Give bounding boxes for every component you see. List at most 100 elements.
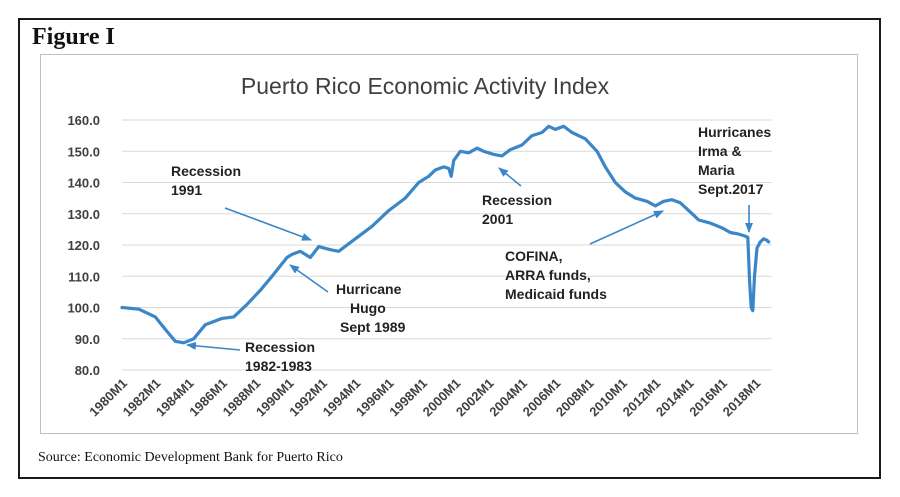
x-tick-label: 2018M1 bbox=[720, 376, 764, 420]
data-point bbox=[309, 256, 312, 259]
data-point bbox=[285, 256, 289, 259]
data-point bbox=[192, 337, 195, 340]
chart-title: Puerto Rico Economic Activity Index bbox=[241, 73, 610, 99]
data-point bbox=[450, 175, 453, 178]
data-point bbox=[220, 317, 224, 320]
y-tick-label: 100.0 bbox=[67, 301, 100, 316]
annotation: COFINA, ARRA funds, Medicaid funds bbox=[505, 248, 607, 302]
data-point bbox=[634, 196, 637, 200]
annotation-arrows bbox=[186, 167, 753, 351]
data-point bbox=[500, 154, 504, 158]
y-tick-label: 140.0 bbox=[67, 176, 100, 191]
annotation: Recession 2001 bbox=[482, 192, 552, 227]
data-point bbox=[687, 209, 690, 212]
data-point bbox=[584, 137, 587, 140]
annotation-arrow bbox=[589, 210, 664, 245]
data-point bbox=[604, 165, 607, 169]
data-point bbox=[767, 240, 770, 244]
data-point bbox=[762, 237, 765, 240]
data-point bbox=[270, 275, 274, 278]
annotation-text: Medicaid funds bbox=[505, 286, 607, 302]
data-point bbox=[554, 128, 557, 131]
data-point bbox=[755, 246, 759, 250]
annotation-text: Recession bbox=[171, 163, 241, 179]
data-point bbox=[447, 167, 450, 170]
data-point bbox=[164, 328, 167, 331]
annotation: Hurricanes Irma & Maria Sept.2017 bbox=[698, 124, 771, 197]
annotation-text: Hugo bbox=[350, 300, 386, 316]
annotation-text: Hurricanes bbox=[698, 124, 771, 140]
data-point bbox=[624, 190, 627, 194]
data-point bbox=[742, 234, 745, 237]
gridlines bbox=[122, 119, 772, 371]
data-point bbox=[290, 253, 294, 256]
data-point bbox=[670, 198, 674, 201]
data-point bbox=[748, 278, 751, 281]
figure-label: Figure I bbox=[32, 24, 115, 50]
data-point bbox=[562, 125, 565, 128]
data-point bbox=[737, 232, 740, 236]
data-point bbox=[614, 181, 617, 184]
annotation-arrow bbox=[498, 167, 522, 187]
y-tick-label: 120.0 bbox=[67, 238, 100, 253]
annotation: Recession 1982-1983 bbox=[245, 339, 315, 374]
data-point bbox=[387, 209, 390, 212]
annotation-text: Irma & bbox=[698, 143, 742, 159]
data-point bbox=[547, 125, 550, 128]
annotation-text: 2001 bbox=[482, 211, 513, 227]
data-point bbox=[354, 237, 357, 240]
data-point bbox=[765, 239, 769, 242]
data-point bbox=[370, 225, 374, 228]
annotation-text: Sept 1989 bbox=[340, 319, 406, 335]
data-point bbox=[204, 323, 207, 326]
data-point bbox=[482, 150, 485, 153]
y-tick-label: 90.0 bbox=[75, 332, 100, 347]
data-point bbox=[751, 309, 754, 312]
data-point bbox=[427, 175, 430, 178]
annotation-text: Hurricane bbox=[336, 281, 402, 297]
data-point bbox=[417, 181, 420, 184]
data-point bbox=[679, 201, 682, 204]
data-point bbox=[317, 245, 320, 248]
data-point bbox=[120, 306, 124, 309]
annotations: Recession 1991 Hurricane Hugo Sept 1989 Reces… bbox=[171, 124, 771, 374]
annotation-text: Sept.2017 bbox=[698, 181, 764, 197]
data-point bbox=[492, 153, 495, 156]
data-point bbox=[746, 236, 749, 239]
annotation-arrow bbox=[289, 264, 329, 293]
data-point bbox=[442, 165, 445, 169]
data-point bbox=[509, 148, 512, 151]
data-point bbox=[280, 262, 284, 265]
data-point bbox=[337, 250, 340, 253]
data-point bbox=[595, 150, 599, 153]
data-point bbox=[329, 248, 332, 251]
x-axis-ticks: 1980M11982M11984M11986M11988M11990M11992… bbox=[86, 376, 763, 420]
data-point bbox=[750, 306, 753, 309]
data-point bbox=[137, 307, 140, 311]
annotation-arrow bbox=[186, 341, 241, 351]
chart-area bbox=[40, 54, 858, 434]
y-tick-label: 130.0 bbox=[67, 207, 100, 222]
data-point bbox=[245, 303, 249, 306]
data-point bbox=[459, 150, 462, 153]
annotation: Hurricane Hugo Sept 1989 bbox=[336, 281, 406, 335]
data-point bbox=[299, 250, 302, 253]
data-point bbox=[404, 196, 407, 200]
data-point bbox=[697, 218, 700, 222]
data-point bbox=[662, 200, 665, 203]
y-axis-ticks: 80.0 90.0 100.0 110.0 120.0 130.0 140.0 150.0 16… bbox=[67, 113, 100, 378]
data-point bbox=[540, 131, 544, 134]
annotation-text: Recession bbox=[245, 339, 315, 355]
source-note: Source: Economic Development Bank for Pu… bbox=[38, 450, 343, 465]
data-point bbox=[467, 151, 470, 154]
data-point bbox=[753, 275, 756, 278]
annotation-text: ARRA funds, bbox=[505, 267, 591, 283]
data-point bbox=[154, 315, 157, 319]
data-point bbox=[709, 221, 712, 225]
data-point bbox=[434, 168, 437, 172]
data-point bbox=[259, 289, 262, 292]
y-tick-label: 110.0 bbox=[68, 269, 100, 284]
data-point bbox=[232, 315, 235, 319]
data-point bbox=[729, 231, 732, 234]
